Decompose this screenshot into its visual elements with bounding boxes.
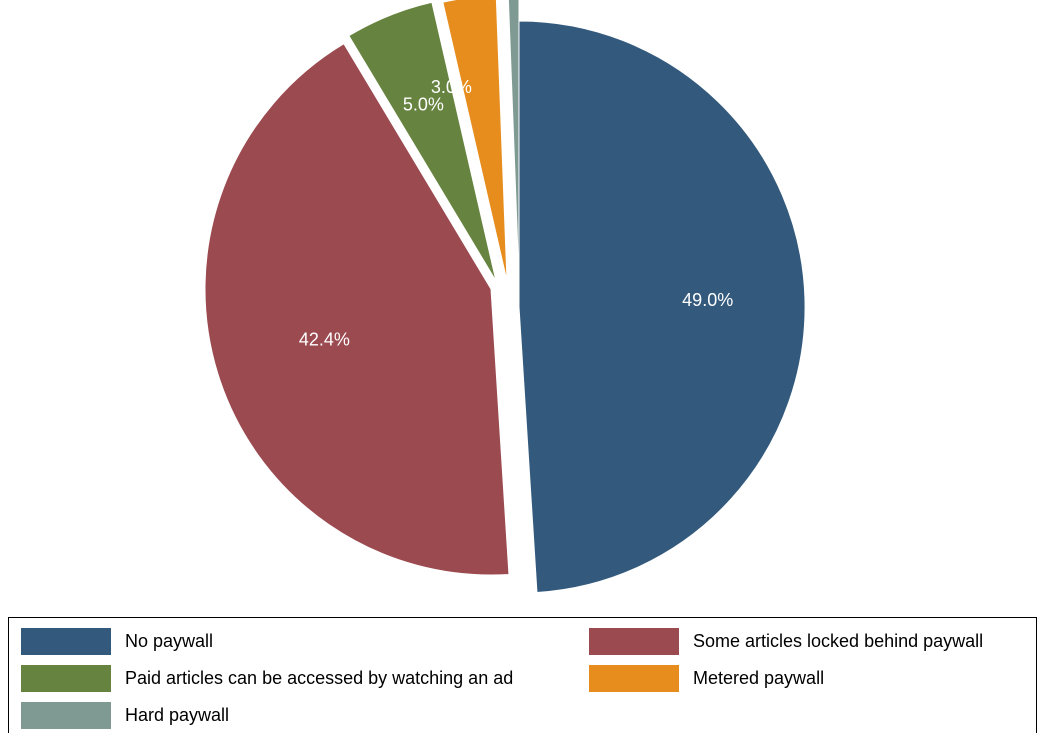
slices-layer [204, 0, 806, 593]
slice-value-label-metered-paywall: 3.0% [431, 77, 472, 97]
legend-item-no-paywall: No paywall [21, 625, 213, 657]
legend-label-metered-paywall: Metered paywall [693, 667, 825, 688]
pie-slice-hard-paywall [507, 0, 520, 282]
legend-swatch-hard-paywall [21, 701, 111, 729]
slice-value-label-no-paywall: 49.0% [682, 290, 733, 310]
pie-slice-some-articles-locked-behind-paywall [204, 43, 510, 576]
pie-plot-area: 49.0% 42.4% 5.0%3.0% [204, 0, 806, 593]
legend-swatch-paid-articles-ad [21, 664, 111, 692]
pie-slice-no-paywall [518, 20, 806, 593]
legend-label-some-articles-locked: Some articles locked behind paywall [693, 630, 984, 651]
legend-item-hard-paywall: Hard paywall [21, 699, 229, 731]
legend-label-paid-articles-ad: Paid articles can be accessed by watchin… [125, 667, 514, 688]
slice-value-label-some-articles-locked-behind-paywall: 42.4% [299, 330, 350, 350]
legend-label-hard-paywall: Hard paywall [125, 704, 230, 725]
legend-item-some-articles-locked: Some articles locked behind paywall [589, 625, 983, 657]
pie-slice-metered-paywall [442, 0, 508, 282]
legend-label-no-paywall: No paywall [125, 630, 214, 651]
legend-swatch-some-articles-locked [589, 627, 679, 655]
legend-item-paid-articles-ad: Paid articles can be accessed by watchin… [21, 662, 513, 694]
legend: No paywall Some articles locked behind p… [8, 617, 1037, 733]
value-labels-layer: 49.0% 42.4% 5.0%3.0% [299, 77, 733, 350]
legend-item-metered-paywall: Metered paywall [589, 662, 824, 694]
legend-swatch-no-paywall [21, 627, 111, 655]
pie-slice-paid-articles-can-be-accessed-by-watching-an-ad [348, 1, 497, 282]
slice-value-label-paid-articles-can-be-accessed-by-watching-an-ad: 5.0% [403, 95, 444, 115]
legend-swatch-metered-paywall [589, 664, 679, 692]
